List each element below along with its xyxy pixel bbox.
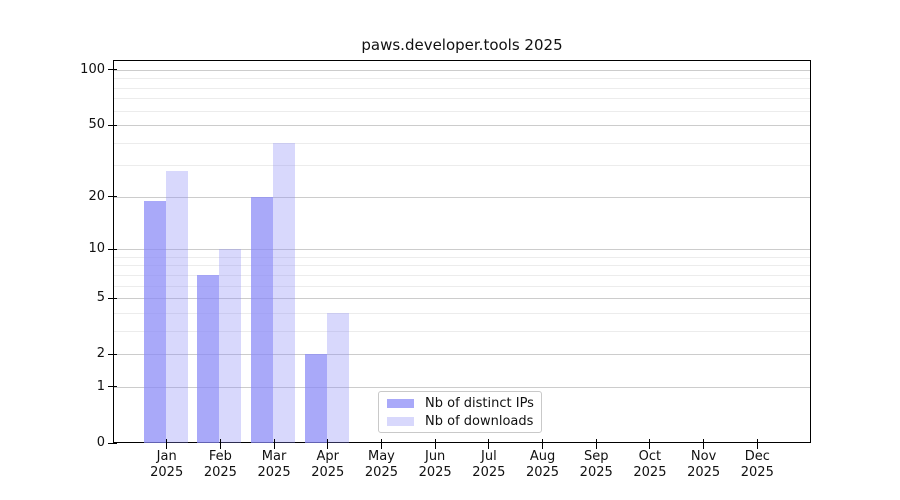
x-tick (219, 439, 221, 449)
y-tick-label: 5 (96, 290, 105, 306)
bar-downloads (326, 312, 349, 443)
legend: Nb of distinct IPs Nb of downloads (378, 391, 542, 433)
gridline-major (114, 69, 810, 71)
chart-title: paws.developer.tools 2025 (361, 36, 563, 54)
y-tick-label: 1 (96, 378, 105, 394)
y-tick (108, 442, 117, 444)
gridline-minor (114, 312, 810, 314)
x-tick-label: Nov 2025 (687, 449, 721, 480)
gridline-minor (114, 98, 810, 100)
plot-area (113, 60, 811, 443)
x-tick-label: Dec 2025 (740, 449, 774, 480)
y-tick-label: 10 (88, 241, 105, 257)
x-tick (756, 439, 758, 449)
y-tick-label: 2 (96, 346, 105, 362)
y-tick (108, 69, 117, 71)
x-tick (649, 439, 651, 449)
gridline-minor (114, 78, 810, 80)
bar-distinct-ips (251, 196, 274, 443)
gridline-minor (114, 274, 810, 276)
gridline-minor (114, 285, 810, 287)
x-tick-label: Jan 2025 (150, 449, 184, 480)
legend-item-downloads: Nb of downloads (387, 414, 533, 429)
x-tick (434, 439, 436, 449)
x-tick (488, 439, 490, 449)
bar-distinct-ips (197, 274, 220, 443)
legend-label-downloads: Nb of downloads (425, 413, 534, 429)
gridline-major (114, 249, 810, 251)
gridline-major (114, 354, 810, 356)
x-tick-label: Jun 2025 (418, 449, 452, 480)
gridline-minor (114, 330, 810, 332)
y-tick (108, 297, 117, 299)
x-tick (595, 439, 597, 449)
y-tick-label: 0 (96, 435, 105, 450)
x-tick (327, 439, 329, 449)
x-tick-label: Sep 2025 (579, 449, 613, 480)
gridline-minor (114, 142, 810, 144)
gridline-minor (114, 87, 810, 89)
x-tick (273, 439, 275, 449)
x-tick (542, 439, 544, 449)
y-tick-label: 50 (88, 117, 105, 133)
gridline-major (114, 196, 810, 198)
gridline-major (114, 125, 810, 127)
x-tick-label: Oct 2025 (633, 449, 667, 480)
y-tick-label: 20 (88, 188, 105, 204)
legend-label-distinct-ips: Nb of distinct IPs (425, 395, 534, 411)
gridline-major (114, 298, 810, 300)
x-tick-label: May 2025 (364, 449, 398, 480)
x-tick-label: Mar 2025 (257, 449, 291, 480)
gridline-minor (114, 265, 810, 267)
y-tick (108, 248, 117, 250)
bar-distinct-ips (143, 200, 166, 443)
x-tick (380, 439, 382, 449)
legend-swatch-downloads-icon (387, 416, 414, 426)
gridline-minor (114, 165, 810, 167)
gridline-minor (114, 256, 810, 258)
x-tick (166, 439, 168, 449)
bar-downloads (165, 170, 188, 443)
gridline-major (114, 386, 810, 388)
bar-downloads (273, 142, 296, 443)
x-tick-label: Jul 2025 (472, 449, 506, 480)
x-tick-label: Apr 2025 (311, 449, 345, 480)
legend-item-distinct-ips: Nb of distinct IPs (387, 395, 534, 411)
gridline-minor (114, 110, 810, 112)
legend-swatch-distinct-ips-icon (387, 398, 414, 408)
x-tick-label: Aug 2025 (525, 449, 560, 480)
y-tick (108, 386, 117, 388)
x-tick (703, 439, 705, 449)
bar-distinct-ips (304, 354, 327, 443)
y-tick (108, 196, 117, 198)
bar-downloads (219, 249, 242, 443)
y-tick (108, 353, 117, 355)
x-tick-label: Feb 2025 (203, 449, 237, 480)
y-tick (108, 124, 117, 126)
y-tick-label: 100 (80, 61, 105, 77)
